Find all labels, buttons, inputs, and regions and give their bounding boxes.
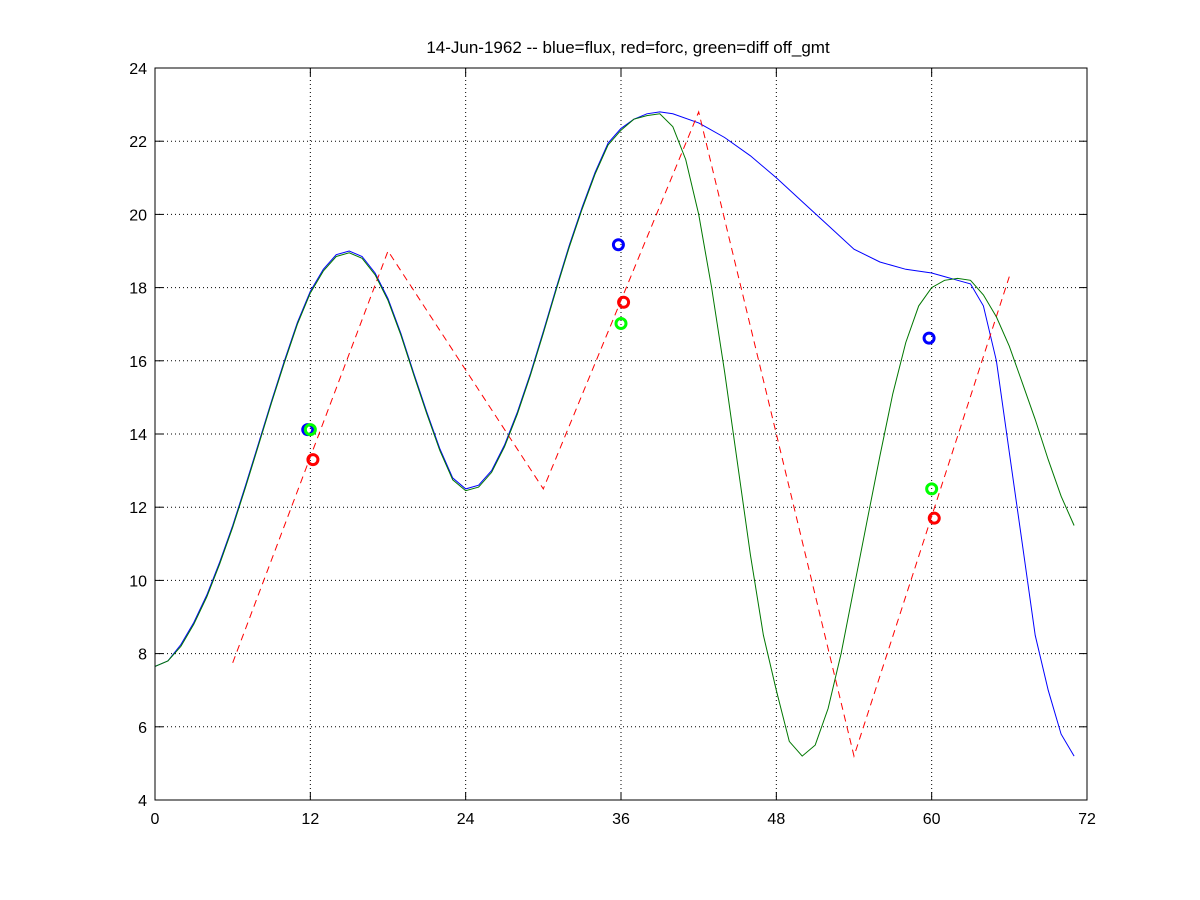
x-tick-label: 60 bbox=[923, 811, 941, 828]
y-tick-label: 18 bbox=[129, 281, 147, 298]
axis-ticks: 0 12 24 36 48 60 72 4 6 8 10 12 14 16 18 20 22 24 bbox=[129, 61, 1096, 828]
series-line-1 bbox=[232, 110, 1010, 758]
series-line-0 bbox=[154, 111, 1075, 757]
data-marker bbox=[922, 331, 936, 345]
y-tick-label: 8 bbox=[138, 647, 147, 664]
y-tick-label: 12 bbox=[129, 500, 147, 517]
markers-group bbox=[301, 238, 941, 525]
chart-title: 14-Jun-1962 -- blue=flux, red=forc, gree… bbox=[426, 38, 830, 57]
y-tick-label: 10 bbox=[129, 573, 147, 590]
x-tick-label: 36 bbox=[612, 811, 630, 828]
y-tick-label: 16 bbox=[129, 354, 147, 371]
data-marker bbox=[927, 511, 941, 525]
x-tick-label: 72 bbox=[1078, 811, 1096, 828]
x-tick-label: 48 bbox=[767, 811, 785, 828]
x-tick-label: 12 bbox=[301, 811, 319, 828]
data-marker bbox=[617, 295, 631, 309]
y-tick-label: 4 bbox=[138, 793, 147, 810]
x-tick-label: 24 bbox=[457, 811, 475, 828]
data-marker bbox=[614, 316, 628, 330]
data-marker bbox=[925, 482, 939, 496]
series-line-2 bbox=[154, 113, 1075, 757]
y-tick-label: 14 bbox=[129, 427, 147, 444]
y-tick-label: 20 bbox=[129, 207, 147, 224]
y-tick-label: 24 bbox=[129, 61, 147, 78]
y-tick-label: 6 bbox=[138, 720, 147, 737]
x-tick-label: 0 bbox=[151, 811, 160, 828]
data-marker bbox=[306, 453, 320, 467]
series-group bbox=[154, 110, 1075, 758]
y-tick-label: 22 bbox=[129, 134, 147, 151]
data-marker bbox=[303, 423, 317, 437]
data-marker bbox=[611, 238, 625, 252]
